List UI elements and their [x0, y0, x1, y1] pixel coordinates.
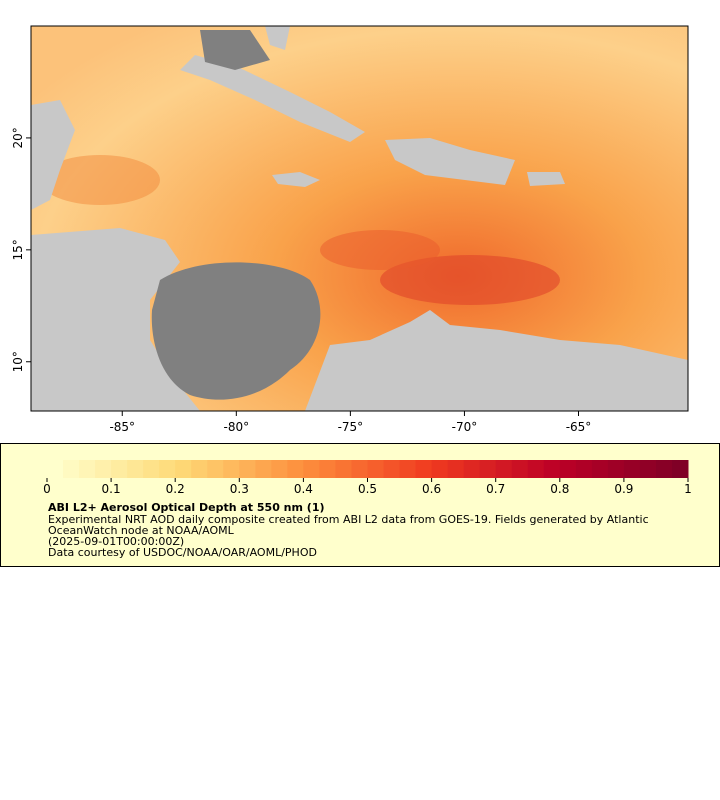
colorbar-step: [255, 460, 272, 478]
colorbar-step: [511, 460, 529, 478]
colorbar-step: [527, 460, 545, 478]
y-tick-label: 15°: [11, 239, 25, 260]
colorbar-step: [95, 460, 112, 478]
colorbar-step: [383, 460, 401, 478]
colorbar-step: [655, 460, 673, 478]
colorbar-tick-label: 0.3: [230, 482, 249, 496]
colorbar-step: [207, 460, 224, 478]
colorbar-tick-label: 0.7: [486, 482, 505, 496]
land: [305, 310, 688, 411]
axes: -85° -80° -75° -70° -65° 20° 15° 10°: [11, 127, 591, 434]
colorbar-step: [591, 460, 609, 478]
colorbar-step: [159, 460, 176, 478]
colorbar-tick-label: 0.2: [166, 482, 185, 496]
colorbar-step: [431, 460, 449, 478]
land: [385, 138, 515, 185]
legend-line: OceanWatch node at NOAA/AOML: [48, 524, 235, 537]
aod-patch: [40, 155, 160, 205]
land: [31, 100, 75, 210]
colorbar-step: [47, 460, 64, 478]
colorbar-step: [399, 460, 417, 478]
colorbar-step: [127, 460, 144, 478]
colorbar-tick-label: 1: [684, 482, 692, 496]
x-tick-label: -70°: [452, 420, 478, 434]
land: [527, 172, 565, 186]
x-tick-label: -65°: [566, 420, 592, 434]
x-tick-label: -80°: [224, 420, 250, 434]
colorbar-step: [623, 460, 641, 478]
colorbar-step: [463, 460, 481, 478]
no-data: [200, 30, 270, 70]
colorbar-step: [223, 460, 240, 478]
colorbar-step: [111, 460, 128, 478]
land: [31, 228, 200, 411]
colorbar-step: [639, 460, 657, 478]
colorbar-step: [607, 460, 625, 478]
colorbar-step: [271, 460, 288, 478]
land: [265, 26, 290, 50]
land: [272, 172, 320, 187]
colorbar-step: [447, 460, 465, 478]
colorbar-step: [495, 460, 513, 478]
y-tick-label: 10°: [11, 351, 25, 372]
legend-line: (2025-09-01T00:00:00Z): [48, 535, 184, 548]
colorbar-step: [63, 460, 80, 478]
colorbar-tick-label: 0.9: [614, 482, 633, 496]
aod-high-patch: [380, 255, 560, 305]
colorbar-step: [351, 460, 368, 478]
colorbar-step: [319, 460, 336, 478]
colorbar-step: [671, 460, 689, 478]
colorbar-step: [303, 460, 320, 478]
colorbar-tick-label: 0.1: [102, 482, 121, 496]
colorbar-step: [191, 460, 208, 478]
colorbar: 0 0.1 0.2 0.3 0.4 0.5 0.6 0.7 0.8 0.9 1: [43, 460, 692, 496]
map: [30, 25, 689, 412]
colorbar-tick-label: 0.8: [550, 482, 569, 496]
colorbar-step: [287, 460, 304, 478]
x-tick-label: -75°: [338, 420, 364, 434]
colorbar-step: [415, 460, 433, 478]
colorbar-step: [239, 460, 256, 478]
colorbar-step: [575, 460, 593, 478]
colorbar-step: [479, 460, 497, 478]
map-frame: [30, 25, 689, 412]
colorbar-tick-label: 0.6: [422, 482, 441, 496]
legend-line: Experimental NRT AOD daily composite cre…: [48, 513, 649, 526]
colorbar-tick-label: 0: [43, 482, 51, 496]
colorbar-step: [175, 460, 192, 478]
colorbar-step: [143, 460, 160, 478]
colorbar-tick-label: 0.5: [358, 482, 377, 496]
land: [180, 55, 365, 142]
aod-high-patch: [320, 230, 440, 270]
colorbar-step: [559, 460, 577, 478]
legend-title: ABI L2+ Aerosol Optical Depth at 550 nm …: [48, 501, 325, 514]
x-tick-label: -85°: [109, 420, 135, 434]
colorbar-step: [543, 460, 561, 478]
colorbar-step: [79, 460, 96, 478]
y-tick-label: 20°: [11, 127, 25, 148]
colorbar-step: [335, 460, 352, 478]
no-data: [151, 262, 321, 400]
legend-line: Data courtesy of USDOC/NOAA/OAR/AOML/PHO…: [48, 546, 317, 559]
colorbar-step: [367, 460, 385, 478]
colorbar-tick-label: 0.4: [294, 482, 313, 496]
